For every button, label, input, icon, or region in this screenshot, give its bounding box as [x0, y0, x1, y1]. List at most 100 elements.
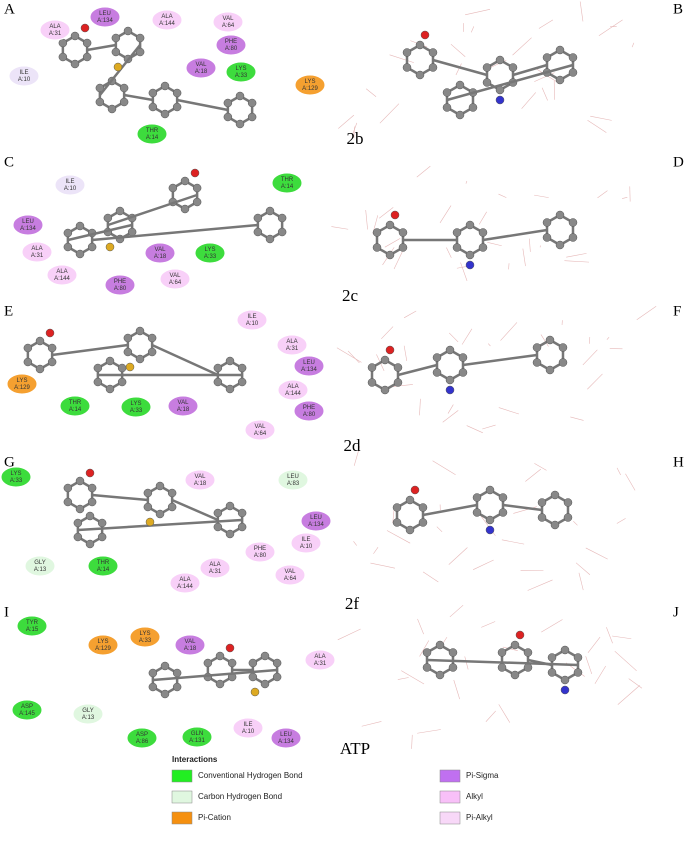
- residue-bubble: [244, 541, 276, 563]
- atom: [63, 242, 73, 252]
- residue-line: [353, 541, 357, 546]
- atom: [478, 228, 488, 237]
- residue-line: [389, 54, 414, 63]
- residue-line: [598, 19, 623, 36]
- bond: [107, 193, 198, 227]
- atom: [215, 679, 225, 689]
- residue-line: [540, 334, 549, 347]
- atom: [452, 228, 462, 237]
- residue-line: [616, 518, 626, 524]
- residue-id: A:129: [302, 86, 318, 92]
- residue-line: [597, 190, 608, 199]
- atom: [555, 45, 565, 55]
- atom: [485, 525, 495, 535]
- atom: [482, 78, 492, 87]
- atom: [87, 242, 97, 252]
- atom: [392, 503, 402, 512]
- residue-line: [587, 119, 607, 133]
- residue-bubble: [290, 532, 322, 554]
- panel-letter: D: [673, 154, 684, 170]
- residue-line: [337, 628, 361, 641]
- residue-name: VAL: [195, 474, 207, 480]
- residue-bubble: [293, 400, 325, 422]
- residue-id: A:10: [64, 186, 77, 192]
- residue-bubble: [300, 510, 332, 532]
- residue-line: [585, 547, 608, 560]
- atom: [85, 468, 95, 478]
- atom: [237, 508, 247, 518]
- bond: [462, 353, 538, 367]
- residue-line: [585, 656, 593, 675]
- residue-bubble: [174, 634, 206, 656]
- atom: [367, 363, 377, 372]
- atom: [428, 48, 438, 57]
- residue-line: [606, 627, 613, 644]
- atom: [123, 333, 133, 343]
- residue-name: ASP: [136, 732, 148, 738]
- residue-line: [566, 253, 587, 258]
- atom: [75, 249, 85, 259]
- atom: [97, 518, 107, 528]
- residue-line: [453, 679, 460, 700]
- residue-id: A:80: [114, 286, 127, 292]
- atom: [422, 663, 432, 672]
- legend-swatch: [439, 769, 461, 783]
- atom: [225, 529, 235, 539]
- residue-name: PHE: [254, 546, 266, 552]
- residue-bubble: [270, 727, 302, 749]
- residue-line: [365, 209, 368, 230]
- residue-bubble: [294, 74, 326, 96]
- bond: [512, 63, 548, 77]
- residue-name: TYR: [26, 620, 39, 626]
- residue-name: ILE: [243, 722, 252, 728]
- residue-id: A:134: [278, 739, 294, 745]
- atom: [415, 70, 425, 80]
- residue-name: ALA: [287, 384, 298, 390]
- atom: [545, 365, 555, 375]
- atom: [452, 243, 462, 252]
- atom: [448, 648, 458, 657]
- residue-bubble: [151, 9, 183, 31]
- bond: [91, 223, 259, 242]
- residue-bubble: [6, 373, 38, 395]
- atom: [432, 353, 442, 362]
- atom: [442, 103, 452, 112]
- residue-name: VAL: [170, 273, 182, 279]
- atom: [405, 525, 415, 535]
- atom: [190, 168, 200, 178]
- residue-line: [525, 468, 542, 482]
- atom: [573, 668, 583, 677]
- atom: [542, 53, 552, 62]
- residue-name: ALA: [209, 562, 220, 568]
- atom: [485, 485, 495, 495]
- residue-name: GLN: [191, 731, 203, 737]
- compound-label: 2f: [345, 594, 360, 613]
- atom: [550, 490, 560, 500]
- residue-name: VAL: [196, 62, 208, 68]
- atom: [119, 97, 129, 107]
- residue-line: [436, 526, 443, 533]
- residue-id: A:144: [285, 391, 301, 397]
- atom: [385, 345, 395, 355]
- residue-line: [478, 211, 487, 225]
- residue-line: [625, 473, 636, 491]
- residue-line: [455, 63, 462, 76]
- compound-label: 2d: [344, 436, 362, 455]
- residue-id: A:18: [177, 407, 190, 413]
- atom: [432, 368, 442, 377]
- residue-id: A:144: [159, 21, 175, 27]
- residue-line: [347, 350, 360, 364]
- residue-bubble: [126, 727, 158, 749]
- atom: [105, 384, 115, 394]
- atom: [515, 630, 525, 640]
- residue-id: A:64: [169, 280, 182, 286]
- atom: [73, 532, 83, 542]
- residue-line: [465, 9, 491, 16]
- residue-id: A:10: [300, 544, 313, 550]
- atom: [111, 47, 121, 57]
- atom: [545, 335, 555, 345]
- residue-bubble: [21, 241, 53, 263]
- atom: [75, 504, 85, 514]
- atom: [402, 63, 412, 72]
- atom: [117, 363, 127, 373]
